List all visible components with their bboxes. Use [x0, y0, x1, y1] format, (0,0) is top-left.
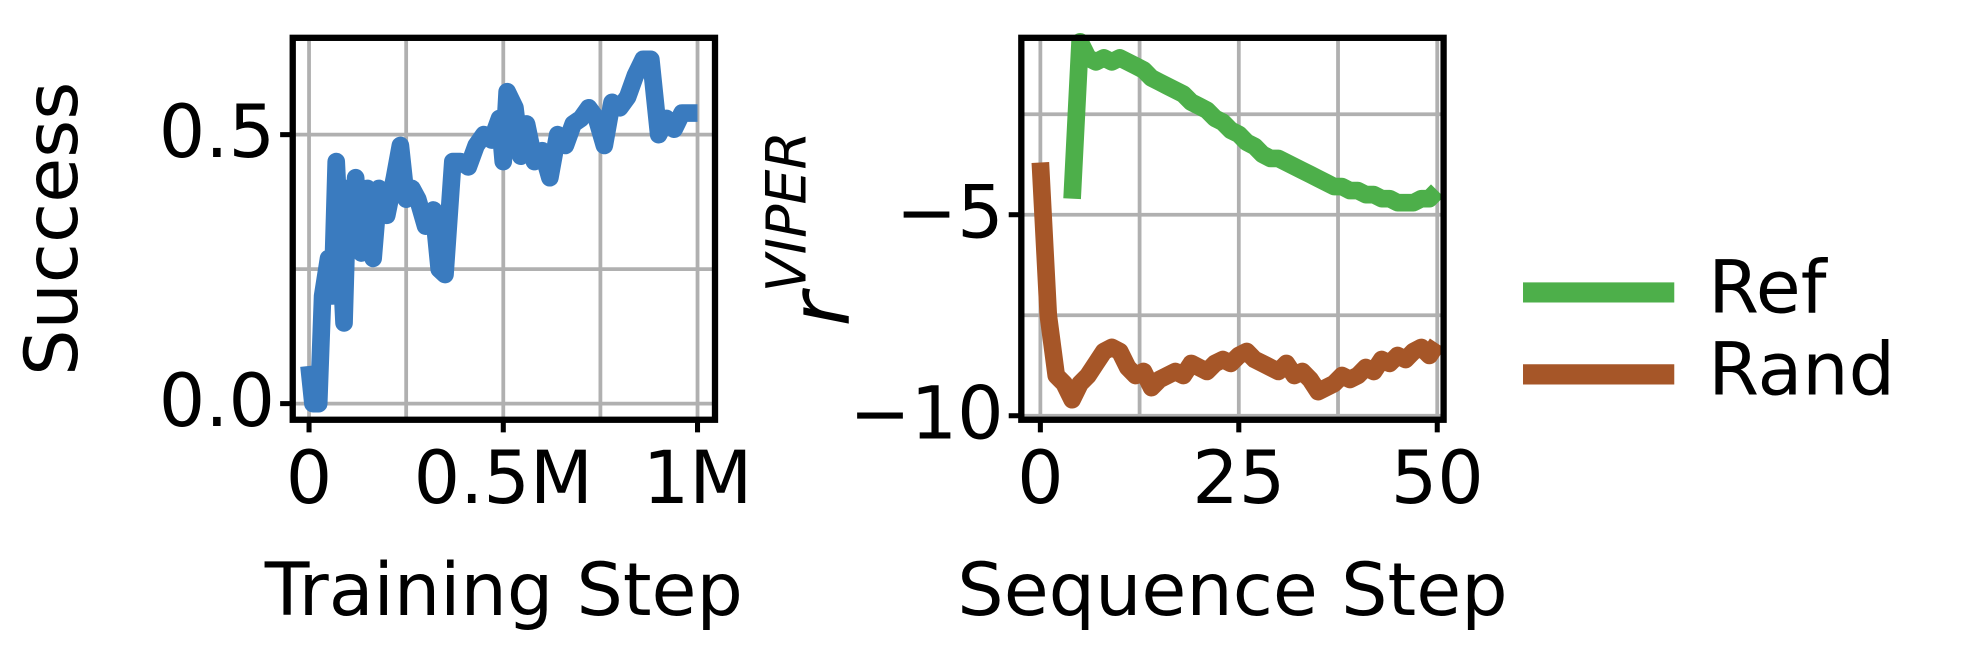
x-tick-label: 0 — [286, 436, 333, 521]
y-axis-label-main: r — [772, 288, 869, 327]
x-tick-label: 1M — [643, 436, 753, 521]
x-axis-label: Training Step — [264, 548, 743, 633]
x-tick-label: 0 — [1017, 436, 1064, 521]
y-tick-label: −5 — [896, 170, 1004, 255]
plot-frame — [1018, 34, 1447, 423]
data-line — [300, 50, 699, 413]
y-tick-label: 0.0 — [159, 359, 275, 444]
data-line — [1031, 162, 1445, 409]
legend-label: Rand — [1708, 327, 1895, 412]
y-axis-label-main: Success — [10, 82, 95, 376]
y-tick-label: 0.5 — [159, 90, 275, 175]
legend-label: Ref — [1708, 245, 1828, 330]
plot-frame — [289, 34, 719, 423]
x-tick-label: 50 — [1391, 436, 1484, 521]
y-axis-label: Success — [10, 82, 95, 376]
x-axis-label: Sequence Step — [957, 548, 1507, 633]
x-tick-label: 0.5M — [414, 436, 593, 521]
data-line — [1063, 33, 1444, 212]
x-tick-label: 25 — [1192, 436, 1285, 521]
y-axis-label-sup: VIPER — [756, 131, 820, 292]
y-tick-label: −10 — [849, 371, 1003, 456]
y-axis-label: rVIPER — [756, 131, 869, 327]
